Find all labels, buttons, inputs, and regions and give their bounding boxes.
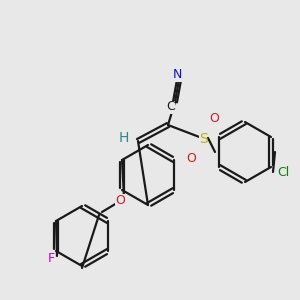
Text: F: F: [47, 251, 55, 265]
Text: C: C: [167, 100, 176, 113]
Text: H: H: [119, 131, 129, 145]
Text: N: N: [172, 68, 182, 82]
Text: O: O: [209, 112, 219, 124]
Text: O: O: [186, 152, 196, 164]
Text: S: S: [199, 132, 207, 146]
Text: O: O: [115, 194, 125, 206]
Text: Cl: Cl: [277, 166, 289, 178]
